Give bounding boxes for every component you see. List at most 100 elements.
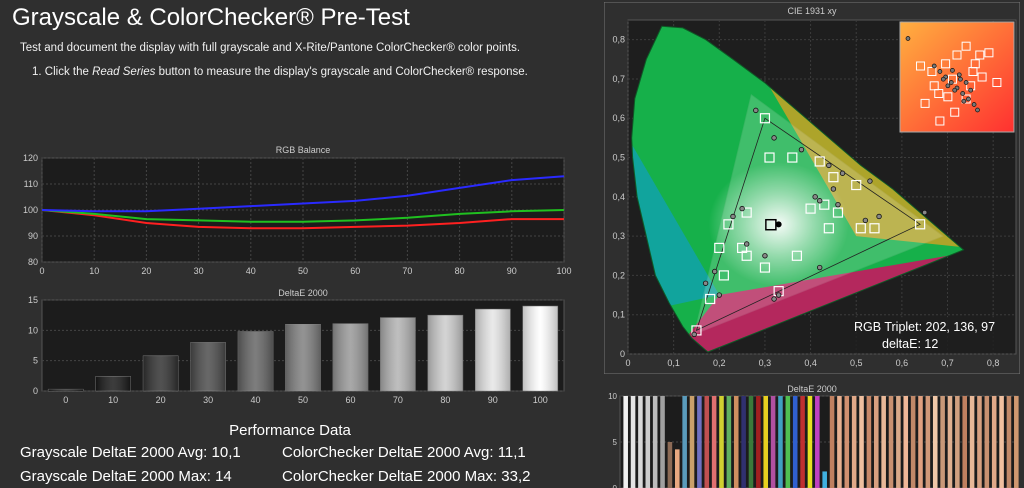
inset-measured-point — [952, 87, 958, 93]
metric-label: Grayscale DeltaE 2000 Max: — [20, 468, 211, 485]
rgb-xtick-label: 60 — [350, 266, 360, 276]
step-prefix: 1. Click the — [32, 66, 93, 78]
cc-bar — [888, 396, 894, 488]
cie-xtick-label: 0,1 — [667, 358, 680, 368]
deltae-xtick-label: 20 — [156, 395, 166, 405]
rgb-xtick-label: 70 — [402, 266, 412, 276]
rgb-triplet-text: RGB Triplet: 202, 136, 97 — [854, 320, 995, 334]
rgb-xtick-label: 30 — [194, 266, 204, 276]
cie-xtick-label: 0,5 — [850, 358, 863, 368]
deltae-chart-title: DeltaE 2000 — [278, 288, 328, 298]
deltae-bar-shade — [95, 376, 131, 391]
cc-ytick-label: 5 — [613, 438, 618, 447]
cie-xtick-label: 0,3 — [759, 358, 772, 368]
triplet-box — [852, 317, 1014, 353]
deltae-xtick-label: 100 — [533, 395, 548, 405]
cie-xtick-label: 0 — [625, 358, 630, 368]
measured-point — [753, 107, 759, 114]
cc-bar — [667, 442, 673, 488]
deltae-xtick-label: 50 — [298, 395, 308, 405]
cc-bar — [932, 396, 938, 488]
cie-ytick-label: 0,1 — [612, 310, 625, 320]
inset-measured-point — [945, 83, 951, 89]
target-square — [851, 179, 862, 191]
cc-bar — [630, 396, 636, 488]
cc-bar — [918, 396, 923, 488]
cc-bar — [844, 396, 850, 488]
cc-bar — [955, 396, 960, 488]
rgb-balance-chart: RGB Balance 80 90 100 110 120 0 10 20 30 40 50 60 70… — [23, 145, 572, 276]
metric-value: 33,2 — [501, 468, 531, 485]
cc-bar — [829, 396, 835, 488]
cc-bar — [881, 396, 886, 488]
rgb-xtick-label: 0 — [39, 266, 44, 276]
cc-bar — [778, 396, 783, 488]
inset-target-square — [916, 61, 926, 71]
measured-point — [716, 292, 722, 298]
inset-measured-point — [931, 63, 937, 69]
target-square — [791, 250, 802, 261]
colorchecker-deltae-chart: DeltaE 2000 0 5 10 — [608, 384, 1019, 488]
grayscale-avg-metric: Grayscale DeltaE 2000 Avg: 10,1 — [20, 444, 241, 461]
target-square — [823, 223, 834, 234]
inset-measured-point — [956, 72, 962, 78]
rgb-xtick-label: 100 — [556, 266, 571, 276]
deltae-xtick-label: 0 — [63, 395, 68, 405]
target-square — [718, 270, 729, 281]
inset-background — [899, 21, 1015, 133]
metric-value: 14 — [215, 468, 232, 485]
target-square — [915, 219, 926, 230]
cie-xtick-label: 0,8 — [987, 358, 1000, 368]
target-square — [805, 203, 816, 214]
cc-bar — [660, 396, 665, 488]
measured-point — [743, 241, 750, 247]
inset-measured-point — [937, 69, 943, 74]
cc-bar — [866, 396, 872, 488]
inset-target-square — [934, 89, 944, 98]
grayscale-deltae-chart: DeltaE 2000 0 5 10 15 0 10 20 30 40 50 60 70 80 90 100 — [28, 288, 565, 405]
target-square — [737, 242, 748, 254]
cc-bar — [962, 396, 968, 488]
cie-ytick-label: 0,5 — [612, 153, 625, 163]
cc-bar — [748, 396, 754, 488]
inset-measured-point — [961, 98, 967, 104]
cc-ytick-label: 0 — [613, 484, 618, 488]
read-series-reference: Read Series — [92, 66, 156, 78]
deltae-bar-shade — [427, 315, 463, 391]
measured-point — [771, 135, 777, 141]
cc-bar — [977, 396, 982, 488]
inset-target-square — [935, 116, 945, 126]
inset-measured-point — [905, 36, 911, 41]
measured-point — [762, 253, 768, 259]
target-square — [855, 223, 866, 234]
deltae-text: deltaE: 12 — [882, 337, 938, 351]
cc-bar — [645, 396, 651, 488]
cc-bar — [896, 396, 901, 488]
rgb-xtick-label: 20 — [141, 266, 151, 276]
deltae-bar-shade — [285, 324, 321, 391]
deltae-xtick-label: 40 — [251, 395, 261, 405]
inset-target-square — [992, 78, 1002, 87]
inset-target-square — [920, 98, 930, 108]
inset-measured-point — [968, 87, 974, 93]
cie-ytick-label: 0,7 — [612, 74, 625, 84]
inset-measured-point — [948, 80, 954, 85]
target-square — [764, 152, 775, 163]
measured-point — [798, 146, 805, 153]
cie-chart-title: CIE 1931 xy — [787, 6, 837, 16]
target-square — [759, 262, 771, 273]
deltae-xtick-label: 60 — [345, 395, 355, 405]
cc-bar — [851, 396, 857, 488]
deltae-bar-shade — [237, 331, 274, 391]
measured-point — [817, 198, 823, 204]
cc-bar — [800, 396, 805, 488]
inset-measured-point — [975, 107, 980, 113]
rgb-series-line — [41, 175, 565, 213]
deltae-xtick-label: 70 — [393, 395, 403, 405]
deltae-bar-shade — [475, 309, 511, 391]
target-square — [832, 207, 844, 218]
deltae-xtick-label: 80 — [440, 395, 450, 405]
inset-target-square — [927, 67, 937, 76]
inset-target-square — [950, 107, 960, 117]
measured-point — [922, 209, 928, 216]
